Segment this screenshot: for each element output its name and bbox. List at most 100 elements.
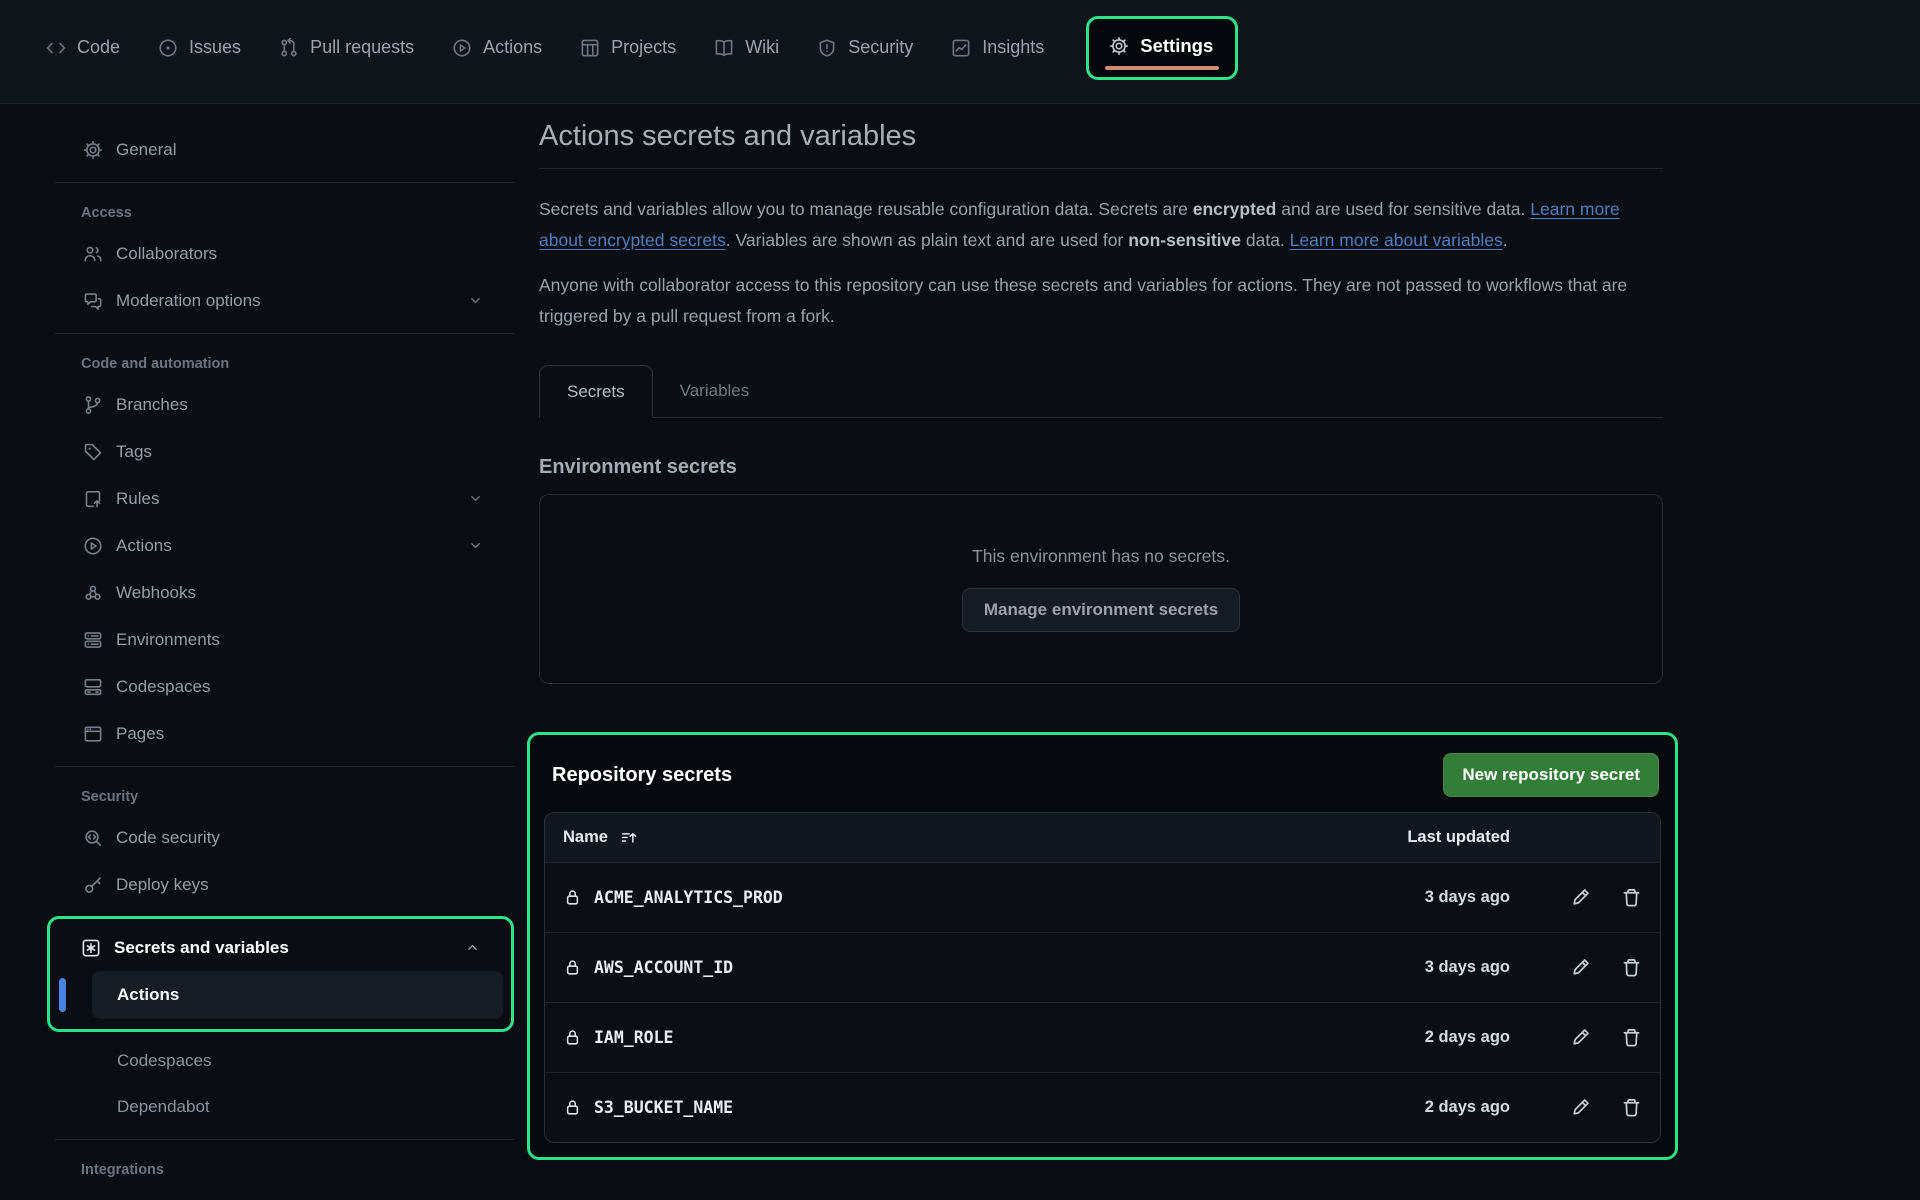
secret-last-updated: 2 days ago bbox=[1424, 1028, 1510, 1046]
divider bbox=[55, 333, 514, 334]
sidebar-item-tags[interactable]: Tags bbox=[55, 428, 514, 475]
tab-security[interactable]: Security bbox=[817, 37, 913, 58]
secret-row: S3_BUCKET_NAME 2 days ago bbox=[545, 1072, 1660, 1142]
link-learn-variables[interactable]: Learn more about variables bbox=[1289, 230, 1503, 250]
code-icon bbox=[46, 38, 66, 58]
tab-pull-requests[interactable]: Pull requests bbox=[279, 37, 414, 58]
tag-icon bbox=[83, 442, 103, 462]
sidebar-item-label: General bbox=[116, 139, 177, 159]
sidebar-subitem-dependabot[interactable]: Dependabot bbox=[55, 1084, 514, 1130]
sidebar-item-secrets-and-variables[interactable]: Secrets and variables bbox=[58, 924, 503, 971]
sidebar-item-branches[interactable]: Branches bbox=[55, 381, 514, 428]
page-title: Actions secrets and variables bbox=[539, 120, 917, 152]
chevron-down-icon bbox=[467, 490, 484, 507]
sidebar-item-pages[interactable]: Pages bbox=[55, 710, 514, 757]
secret-last-updated: 3 days ago bbox=[1424, 888, 1510, 906]
environment-secrets-empty-message: This environment has no secrets. bbox=[972, 546, 1230, 566]
lock-icon bbox=[563, 888, 582, 907]
sidebar-item-code-security[interactable]: Code security bbox=[55, 814, 514, 861]
tab-variables[interactable]: Variables bbox=[679, 381, 750, 400]
sidebar-item-label: Branches bbox=[116, 394, 188, 414]
key-asterisk-icon bbox=[81, 938, 101, 958]
tab-insights[interactable]: Insights bbox=[951, 37, 1044, 58]
tab-wiki[interactable]: Wiki bbox=[714, 37, 779, 58]
divider bbox=[55, 182, 514, 183]
edit-secret-button[interactable] bbox=[1570, 957, 1591, 978]
tab-projects[interactable]: Projects bbox=[580, 37, 676, 58]
tab-label: Insights bbox=[982, 37, 1045, 57]
delete-secret-button[interactable] bbox=[1621, 1027, 1642, 1048]
tab-label: Projects bbox=[611, 37, 677, 57]
delete-secret-button[interactable] bbox=[1621, 887, 1642, 908]
annotation-secrets-and-variables: Secrets and variables Actions bbox=[47, 916, 514, 1032]
edit-secret-button[interactable] bbox=[1570, 1027, 1591, 1048]
delete-secret-button[interactable] bbox=[1621, 1097, 1642, 1118]
sidebar-item-moderation-options[interactable]: Moderation options bbox=[55, 277, 514, 324]
tab-label: Pull requests bbox=[310, 37, 415, 57]
divider bbox=[539, 168, 1663, 169]
secret-last-updated: 3 days ago bbox=[1424, 958, 1510, 976]
sidebar-item-rules[interactable]: Rules bbox=[55, 475, 514, 522]
settings-main-panel: Actions secrets and variables Secrets an… bbox=[527, 104, 1678, 1160]
intro-bold-encrypted: encrypted bbox=[1192, 199, 1277, 219]
codespaces-icon bbox=[83, 677, 103, 697]
sidebar-item-collaborators[interactable]: Collaborators bbox=[55, 230, 514, 277]
secret-row: ACME_ANALYTICS_PROD 3 days ago bbox=[545, 862, 1660, 932]
sidebar-item-codespaces[interactable]: Codespaces bbox=[55, 663, 514, 710]
sidebar-section-integrations: Integrations bbox=[81, 1162, 164, 1178]
chevron-down-icon bbox=[467, 537, 484, 554]
intro-bold-non-sensitive: non-sensitive bbox=[1128, 230, 1241, 250]
sidebar-item-label: Webhooks bbox=[116, 582, 197, 602]
tab-issues[interactable]: Issues bbox=[158, 37, 241, 58]
rules-icon bbox=[83, 489, 103, 509]
tab-label: Issues bbox=[189, 37, 242, 57]
tab-label: Code bbox=[77, 37, 121, 57]
link-learn-encrypted-secrets[interactable]: Learn more about encrypted secrets bbox=[539, 199, 1620, 250]
column-header-name: Name bbox=[563, 828, 608, 846]
environment-secrets-panel: This environment has no secrets. Manage … bbox=[539, 494, 1663, 684]
comment-discussion-icon bbox=[83, 291, 103, 311]
divider bbox=[55, 766, 514, 767]
new-repository-secret-button[interactable]: New repository secret bbox=[1443, 753, 1659, 797]
sidebar-item-label: Moderation options bbox=[116, 290, 261, 310]
play-icon bbox=[83, 536, 103, 556]
tab-actions[interactable]: Actions bbox=[452, 37, 542, 58]
active-tab-underline bbox=[1105, 66, 1220, 70]
sidebar-item-label: Environments bbox=[116, 629, 220, 649]
sidebar-item-label: Actions bbox=[116, 535, 172, 555]
intro-text: . Variables are shown as plain text and … bbox=[725, 230, 1129, 250]
intro-paragraph: Secrets and variables allow you to manag… bbox=[539, 194, 1663, 256]
manage-environment-secrets-button[interactable]: Manage environment secrets bbox=[961, 588, 1241, 632]
sidebar-item-label: Pages bbox=[116, 723, 165, 743]
tab-settings-highlighted[interactable]: Settings bbox=[1086, 15, 1239, 80]
sidebar-item-label: Codespaces bbox=[116, 676, 211, 696]
chevron-down-icon bbox=[467, 292, 484, 309]
graph-icon bbox=[951, 38, 971, 58]
sort-ascending-icon[interactable] bbox=[620, 829, 638, 847]
sidebar-item-general[interactable]: General bbox=[55, 126, 514, 173]
sidebar-item-environments[interactable]: Environments bbox=[55, 616, 514, 663]
tab-secrets[interactable]: Secrets bbox=[539, 365, 653, 418]
sidebar-subitem-actions-selected[interactable]: Actions bbox=[59, 971, 503, 1019]
delete-secret-button[interactable] bbox=[1621, 957, 1642, 978]
sidebar-subitem-label: Dependabot bbox=[117, 1097, 210, 1116]
tab-code[interactable]: Code bbox=[46, 37, 120, 58]
sidebar-item-label: Rules bbox=[116, 488, 160, 508]
annotation-repository-secrets: Repository secrets New repository secret… bbox=[527, 732, 1678, 1160]
edit-secret-button[interactable] bbox=[1570, 887, 1591, 908]
people-icon bbox=[83, 244, 103, 264]
issue-opened-icon bbox=[158, 38, 178, 58]
column-header-last-updated: Last updated bbox=[1407, 828, 1510, 846]
sidebar-item-deploy-keys[interactable]: Deploy keys bbox=[55, 861, 514, 908]
sidebar-subitem-label: Codespaces bbox=[117, 1051, 212, 1070]
lock-icon bbox=[563, 1028, 582, 1047]
sidebar-subitem-codespaces[interactable]: Codespaces bbox=[55, 1038, 514, 1084]
book-icon bbox=[714, 38, 734, 58]
webhook-icon bbox=[83, 583, 103, 603]
edit-secret-button[interactable] bbox=[1570, 1097, 1591, 1118]
repository-secrets-table: Name Last updated ACME_ANALYTICS_PROD 3 … bbox=[544, 812, 1661, 1143]
selected-accent-bar bbox=[59, 978, 66, 1012]
sidebar-item-webhooks[interactable]: Webhooks bbox=[55, 569, 514, 616]
sidebar-item-actions[interactable]: Actions bbox=[55, 522, 514, 569]
sidebar-item-label: Code security bbox=[116, 827, 220, 847]
